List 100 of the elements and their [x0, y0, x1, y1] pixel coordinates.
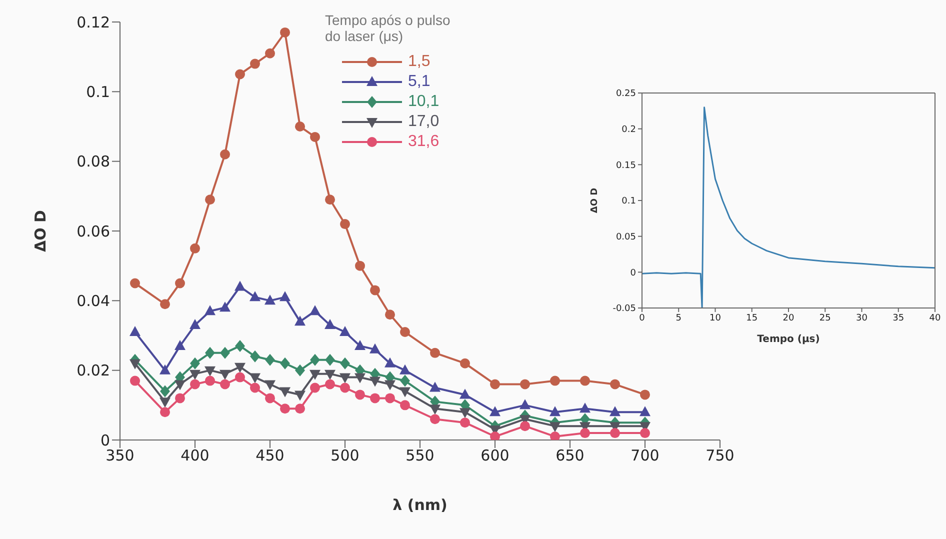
- point: [370, 393, 380, 404]
- point: [324, 370, 336, 380]
- point: [130, 376, 140, 386]
- point: [280, 357, 290, 370]
- point: [234, 280, 246, 291]
- point: [355, 390, 365, 400]
- point: [160, 407, 170, 418]
- point: [190, 243, 200, 254]
- point: [280, 27, 290, 38]
- point: [354, 373, 366, 384]
- point: [160, 385, 170, 398]
- y-tick-label: 0.06: [76, 222, 110, 240]
- point: [640, 428, 650, 438]
- point: [250, 291, 260, 302]
- point: [340, 357, 350, 370]
- point: [550, 376, 560, 386]
- point: [294, 316, 306, 326]
- point: [520, 399, 530, 410]
- point: [130, 359, 140, 370]
- legend-label: 31,6: [408, 133, 440, 151]
- point: [324, 319, 336, 330]
- x-tick-label: 0: [639, 313, 646, 324]
- point: [280, 404, 290, 414]
- y-axis-title: ΔO D: [590, 188, 600, 214]
- x-tick-label: 5: [676, 313, 682, 324]
- point: [175, 393, 185, 404]
- point: [160, 398, 170, 408]
- point: [460, 388, 470, 399]
- point: [340, 219, 350, 230]
- point: [340, 373, 350, 384]
- x-tick-label: 550: [406, 446, 434, 465]
- point: [310, 305, 320, 316]
- point: [400, 400, 410, 410]
- point: [310, 370, 320, 380]
- point: [430, 382, 440, 392]
- point: [610, 406, 620, 416]
- y-tick-label: -0.05: [612, 304, 636, 314]
- y-tick-label: 0.2: [622, 125, 636, 136]
- point: [325, 379, 335, 390]
- point: [640, 390, 650, 400]
- point: [340, 326, 350, 336]
- point: [370, 285, 380, 296]
- point: [550, 406, 560, 416]
- point: [460, 418, 470, 428]
- point: [295, 122, 305, 132]
- x-axis-title: λ (nm): [392, 496, 448, 514]
- x-tick-label: 25: [819, 313, 831, 324]
- point: [295, 364, 305, 376]
- point: [205, 376, 215, 386]
- point: [250, 382, 260, 393]
- point: [400, 387, 410, 398]
- y-tick-label: 0: [630, 268, 636, 278]
- point: [430, 404, 440, 415]
- point: [460, 408, 470, 418]
- point: [385, 310, 395, 320]
- x-tick-label: 600: [480, 446, 510, 465]
- y-tick-label: 0.05: [616, 232, 636, 243]
- point: [234, 362, 246, 373]
- point: [610, 428, 620, 438]
- point: [220, 379, 230, 390]
- point: [370, 343, 380, 354]
- legend-label: 17,0: [408, 113, 440, 131]
- point: [295, 404, 305, 414]
- legend-title: Tempo após o pulso do laser (μs): [325, 12, 452, 44]
- point: [174, 380, 186, 390]
- point: [265, 48, 275, 58]
- point: [294, 390, 306, 401]
- point: [204, 366, 216, 376]
- point: [550, 432, 560, 440]
- point: [370, 376, 380, 387]
- point: [220, 370, 230, 380]
- x-tick-label: 350: [106, 446, 134, 465]
- point: [355, 260, 365, 271]
- point: [264, 294, 276, 305]
- point: [520, 421, 530, 432]
- y-tick-label: 0.12: [76, 13, 110, 32]
- point: [490, 432, 500, 440]
- point: [204, 305, 216, 316]
- point: [580, 402, 590, 413]
- point: [384, 380, 396, 390]
- point: [190, 357, 200, 370]
- point: [340, 382, 350, 393]
- point: [460, 358, 470, 368]
- y-tick-label: 0.04: [76, 292, 110, 310]
- y-tick-label: 0.15: [616, 160, 636, 171]
- point: [175, 278, 185, 288]
- point: [160, 364, 170, 374]
- point: [220, 149, 230, 160]
- y-tick-label: 0.02: [76, 362, 110, 380]
- point: [325, 354, 335, 366]
- x-tick-label: 500: [330, 446, 360, 465]
- point: [250, 373, 260, 384]
- point: [235, 69, 245, 80]
- point: [490, 379, 500, 390]
- point: [384, 357, 396, 368]
- point: [205, 194, 215, 205]
- point: [190, 379, 200, 390]
- point: [310, 354, 320, 366]
- x-tick-label: 750: [706, 446, 734, 465]
- point: [400, 364, 410, 374]
